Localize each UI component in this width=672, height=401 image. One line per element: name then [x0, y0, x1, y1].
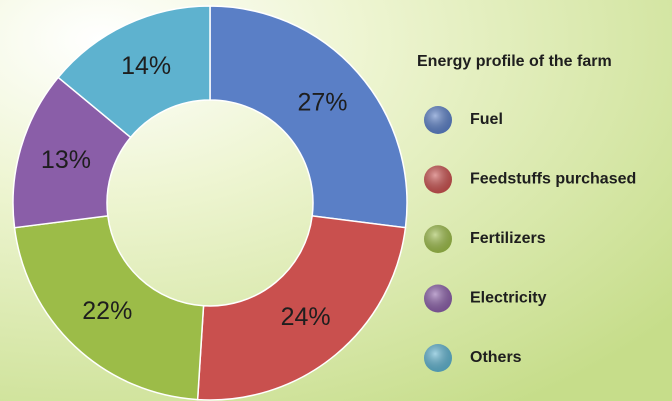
legend-label: Others — [470, 349, 522, 366]
data-label: 14% — [121, 52, 171, 80]
legend-label: Electricity — [470, 290, 547, 307]
donut-slice — [209, 5, 408, 229]
donut-slice — [57, 5, 211, 139]
legend-swatch-shine — [424, 225, 452, 253]
data-label: 27% — [297, 88, 347, 116]
data-label: 22% — [82, 297, 132, 325]
data-label: 24% — [281, 303, 331, 331]
donut-slice — [196, 215, 407, 401]
legend-title: Energy profile of the farm — [417, 53, 612, 70]
legend-swatch-shine — [424, 344, 452, 372]
data-label: 13% — [41, 146, 91, 174]
legend-swatch-shine — [424, 165, 452, 194]
legend-swatch-shine — [424, 106, 452, 134]
donut-slice — [13, 215, 205, 401]
legend-label: Fuel — [470, 111, 503, 128]
legend-swatch-shine — [424, 284, 452, 313]
legend-label: Fertilizers — [470, 230, 546, 247]
legend-label: Feedstuffs purchased — [470, 171, 636, 188]
